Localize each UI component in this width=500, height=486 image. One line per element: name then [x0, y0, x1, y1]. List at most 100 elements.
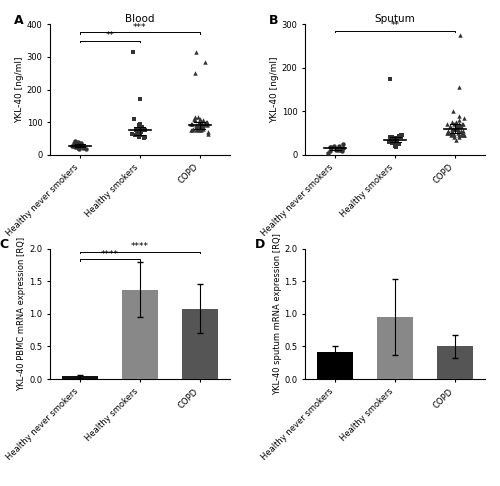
Point: [392, 143, 400, 151]
Point: [192, 123, 200, 131]
Point: [388, 134, 396, 141]
Point: [386, 75, 394, 83]
Text: D: D: [255, 238, 265, 251]
Point: [448, 125, 456, 133]
Point: [189, 125, 197, 133]
Point: [192, 122, 200, 129]
Point: [140, 135, 148, 142]
Point: [395, 140, 403, 148]
Point: [132, 131, 140, 139]
Y-axis label: YKL-40 sputum mRNA expression [RQ]: YKL-40 sputum mRNA expression [RQ]: [272, 233, 281, 395]
Point: [194, 123, 202, 131]
Point: [392, 142, 400, 150]
Title: Blood: Blood: [125, 14, 154, 23]
Point: [390, 136, 398, 143]
Point: [203, 118, 211, 126]
Point: [136, 131, 144, 139]
Point: [190, 115, 198, 123]
Point: [459, 121, 467, 128]
Text: **: **: [106, 31, 114, 40]
Point: [456, 127, 464, 135]
Point: [133, 130, 141, 138]
Point: [455, 121, 463, 128]
Point: [201, 58, 209, 66]
Point: [452, 125, 460, 133]
Point: [338, 147, 346, 155]
Point: [130, 48, 138, 56]
Point: [443, 129, 451, 137]
Point: [334, 142, 342, 150]
Point: [457, 127, 465, 135]
Point: [443, 121, 451, 128]
Bar: [437, 347, 473, 379]
Point: [68, 142, 76, 150]
Point: [387, 136, 395, 143]
Point: [456, 116, 464, 124]
Point: [388, 136, 396, 143]
Point: [203, 120, 211, 128]
Point: [191, 69, 199, 77]
Point: [460, 131, 468, 139]
Point: [452, 118, 460, 126]
Point: [70, 139, 78, 147]
Point: [455, 112, 463, 120]
Point: [136, 125, 144, 133]
Point: [396, 133, 404, 140]
Point: [327, 143, 335, 151]
Bar: [122, 290, 158, 379]
Point: [450, 129, 458, 137]
Point: [194, 125, 202, 133]
Point: [72, 137, 80, 145]
Point: [460, 127, 468, 135]
Point: [196, 115, 204, 123]
Point: [204, 130, 212, 138]
Point: [136, 95, 144, 103]
Point: [334, 146, 342, 154]
Point: [192, 48, 200, 56]
Bar: [377, 317, 413, 379]
Point: [136, 120, 144, 128]
Point: [324, 149, 332, 156]
Point: [194, 126, 202, 134]
Point: [199, 122, 207, 129]
Point: [458, 121, 466, 128]
Point: [460, 114, 468, 122]
Point: [194, 113, 202, 121]
Point: [187, 120, 195, 128]
Point: [196, 120, 204, 128]
Point: [192, 117, 200, 124]
Text: ***: ***: [133, 23, 146, 32]
Point: [460, 131, 468, 139]
Bar: [62, 377, 98, 379]
Text: **: **: [390, 21, 400, 30]
Point: [450, 131, 458, 139]
Point: [199, 125, 207, 133]
Bar: [182, 309, 218, 379]
Point: [456, 84, 464, 91]
Point: [454, 129, 462, 137]
Point: [332, 146, 340, 154]
Point: [393, 137, 401, 145]
Point: [452, 122, 460, 130]
Point: [70, 141, 78, 149]
Point: [131, 131, 139, 139]
Point: [197, 118, 205, 126]
Point: [337, 146, 345, 154]
Point: [68, 142, 76, 150]
Point: [455, 122, 463, 130]
Point: [444, 127, 452, 135]
Point: [188, 126, 196, 134]
Point: [198, 122, 206, 129]
Point: [128, 130, 136, 138]
Point: [130, 115, 138, 123]
Point: [76, 139, 84, 147]
Point: [384, 138, 392, 146]
Title: Sputum: Sputum: [374, 14, 416, 23]
Point: [133, 126, 141, 134]
Point: [338, 140, 346, 148]
Point: [450, 107, 458, 115]
Point: [458, 129, 466, 137]
Point: [203, 122, 211, 129]
Point: [198, 126, 205, 134]
Point: [388, 139, 396, 146]
